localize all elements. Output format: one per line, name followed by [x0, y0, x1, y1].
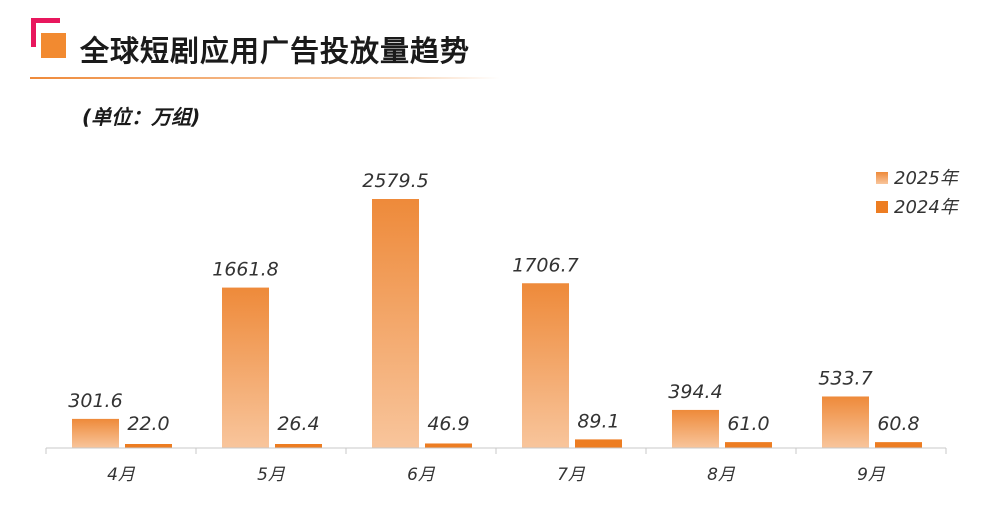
- bar-2025-8: [672, 409, 719, 448]
- chart-title: 全球短剧应用广告投放量趋势: [80, 34, 471, 68]
- data-label-2024: 61.0: [727, 413, 769, 435]
- bar-2025-4: [72, 418, 119, 448]
- bar-2025-9: [822, 396, 869, 448]
- x-tick-label: 8月: [707, 465, 736, 485]
- title-accent-orange: [41, 33, 66, 58]
- data-label-2024: 46.9: [427, 413, 469, 435]
- legend-swatch-2024年: [876, 201, 888, 213]
- x-tick-label: 9月: [857, 465, 886, 485]
- legend-swatch-2025年: [876, 172, 888, 184]
- data-label-2025: 1706.7: [512, 254, 578, 276]
- data-label-2025: 2579.5: [362, 170, 428, 192]
- data-label-2025: 1661.8: [212, 259, 278, 281]
- bar-2025-7: [522, 283, 569, 448]
- title-underline: [30, 77, 500, 79]
- x-tick-label: 6月: [407, 465, 436, 485]
- data-label-2025: 394.4: [668, 381, 722, 403]
- data-label-2025: 301.6: [68, 390, 122, 412]
- x-tick-label: 7月: [557, 465, 586, 485]
- bar-2024-7: [575, 439, 622, 448]
- data-label-2024: 89.1: [577, 410, 619, 432]
- data-label-2025: 533.7: [818, 367, 872, 389]
- data-label-2024: 60.8: [877, 413, 919, 435]
- x-tick-label: 4月: [107, 465, 136, 485]
- bar-2025-6: [372, 199, 419, 448]
- unit-label: (单位：万组): [82, 105, 201, 129]
- legend-label: 2025年: [894, 168, 960, 189]
- bar-2024-4: [125, 444, 172, 448]
- bar-2024-9: [875, 442, 922, 448]
- bar-2025-5: [222, 287, 269, 448]
- legend-label: 2024年: [894, 197, 960, 218]
- data-label-2024: 22.0: [127, 413, 169, 435]
- x-tick-label: 5月: [257, 465, 286, 485]
- bar-2024-8: [725, 442, 772, 448]
- bar-2024-6: [425, 443, 472, 448]
- bar-2024-5: [275, 444, 322, 448]
- data-label-2024: 26.4: [277, 413, 319, 435]
